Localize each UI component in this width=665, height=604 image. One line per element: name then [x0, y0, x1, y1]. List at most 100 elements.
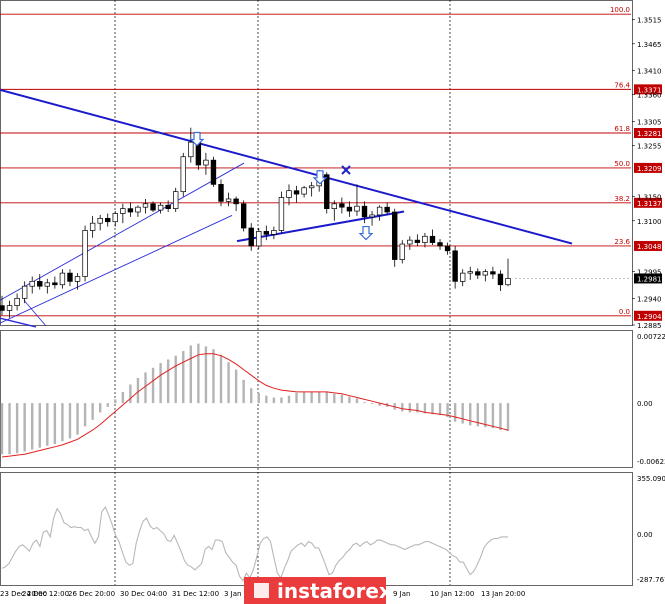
- candle-body: [180, 156, 186, 193]
- macd-histogram-bar: [491, 403, 495, 429]
- fib-level-ratio: 0.0: [619, 308, 630, 316]
- fib-price-label: 1.3371: [637, 86, 662, 94]
- macd-histogram-bar: [242, 379, 245, 404]
- macd-panel: [0, 343, 510, 458]
- candle-body: [135, 206, 141, 213]
- macd-histogram-bar: [461, 403, 464, 424]
- macd-histogram-bar: [423, 403, 427, 414]
- down-arrow-icon: [189, 131, 205, 147]
- candle-body: [6, 305, 13, 311]
- trend-annotations: [0, 88, 573, 328]
- macd-histogram-bar: [446, 403, 449, 418]
- y-tick-label: 1.3100: [637, 218, 662, 226]
- candle-body: [308, 185, 315, 189]
- candle-body: [142, 203, 149, 208]
- macd-histogram-bar: [68, 403, 72, 439]
- watermark-text: instaforex: [277, 579, 392, 603]
- candle-body: [233, 198, 239, 205]
- candle-body: [82, 230, 88, 277]
- candle-body: [429, 235, 436, 243]
- macd-histogram-bar: [363, 402, 366, 404]
- candle-body: [346, 206, 353, 212]
- macd-histogram-bar: [53, 403, 57, 444]
- candle-body: [150, 203, 156, 211]
- descending-segment: [0, 317, 37, 328]
- fib-level-ratio: 61.8: [614, 125, 630, 133]
- macd-histogram-bar: [98, 403, 102, 413]
- fib-price-tag: [634, 240, 662, 251]
- macd-histogram-bar: [506, 403, 510, 431]
- candle-body: [21, 285, 28, 299]
- macd-histogram-bar: [355, 398, 359, 404]
- candle-body: [271, 230, 277, 235]
- macd-histogram-bar: [272, 397, 276, 404]
- macd-histogram-bar: [189, 345, 193, 404]
- fib-level-ratio: 50.0: [614, 160, 630, 168]
- macd-histogram-bar: [431, 403, 434, 415]
- macd-histogram-bar: [370, 403, 374, 405]
- macd-histogram-bar: [23, 403, 26, 452]
- macd-histogram-bar: [166, 359, 170, 404]
- candle-body: [218, 184, 224, 202]
- candle-body: [37, 281, 43, 287]
- candle-body: [422, 235, 428, 243]
- macd-histogram-bar: [144, 372, 147, 404]
- price-axis: 1.3371 1.3281 1.3209 1.3137 1.3048 1.2904 1.29…: [515, 17, 665, 584]
- macd-histogram-bar: [287, 395, 291, 404]
- x-tick-label: 30 Dec 04:00: [120, 590, 167, 598]
- candle-body: [127, 208, 134, 213]
- macd-histogram-bar: [469, 403, 472, 426]
- macd-histogram-bar: [333, 393, 336, 404]
- candle-body: [74, 276, 81, 282]
- x-tick-label: 9 Jan: [393, 590, 410, 598]
- candle-body: [0, 305, 5, 311]
- candle-body: [278, 197, 285, 231]
- macd-signal-line: [1, 353, 509, 458]
- macd-histogram-bar: [151, 367, 155, 404]
- y-tick-label: 1.2995: [637, 269, 662, 277]
- fibonacci-levels: 100.0 76.4 61.8 50.0 38.2 23.6 0.0: [0, 6, 631, 317]
- candle-body: [263, 231, 270, 235]
- macd-histogram-bar: [91, 403, 94, 420]
- candle-body: [29, 281, 35, 287]
- candle-body: [384, 206, 390, 213]
- down-arrow-icon: [312, 170, 328, 185]
- macd-histogram-bar: [310, 391, 313, 404]
- fib-price-tag: [634, 84, 662, 95]
- y-tick-label: 1.3150: [637, 194, 662, 202]
- current-price-tag: [634, 273, 662, 284]
- candle-body: [361, 205, 368, 218]
- candle-body: [414, 239, 421, 243]
- macd-histogram-bar: [265, 395, 268, 404]
- candle-body: [173, 191, 179, 209]
- candle-body: [240, 203, 247, 229]
- macd-histogram-bar: [453, 403, 457, 422]
- candle-body: [248, 227, 254, 247]
- osc-tick-label: 355.0903: [637, 475, 665, 483]
- candle-body: [14, 297, 20, 306]
- fib-price-label: 1.3281: [637, 130, 662, 138]
- macd-tick-label: 0.00: [637, 400, 653, 408]
- current-price-label: 1.2981: [637, 275, 662, 283]
- candle-body: [286, 190, 292, 198]
- candle-body: [225, 198, 232, 202]
- y-tick-label: 1.2940: [637, 295, 662, 303]
- macd-histogram-bar: [31, 403, 34, 450]
- candle-body: [369, 214, 375, 218]
- candle-body: [293, 190, 300, 195]
- oscillator-panel: [1, 506, 508, 582]
- fib-level-ratio: 76.4: [614, 81, 630, 89]
- macd-histogram-bar: [295, 392, 298, 404]
- macd-histogram-bar: [499, 403, 502, 431]
- macd-histogram-bar: [227, 362, 230, 404]
- osc-tick-label: -287.767: [637, 576, 665, 584]
- rising-support-line: [236, 210, 405, 243]
- candle-body: [482, 271, 489, 276]
- macd-histogram-bar: [76, 403, 79, 435]
- rising-channel-upper: [0, 162, 245, 301]
- macd-histogram-bar: [114, 399, 117, 404]
- candle-body: [497, 273, 504, 286]
- macd-histogram-bar: [106, 403, 109, 407]
- macd-histogram-bar: [476, 403, 479, 427]
- macd-histogram-bar: [204, 346, 208, 404]
